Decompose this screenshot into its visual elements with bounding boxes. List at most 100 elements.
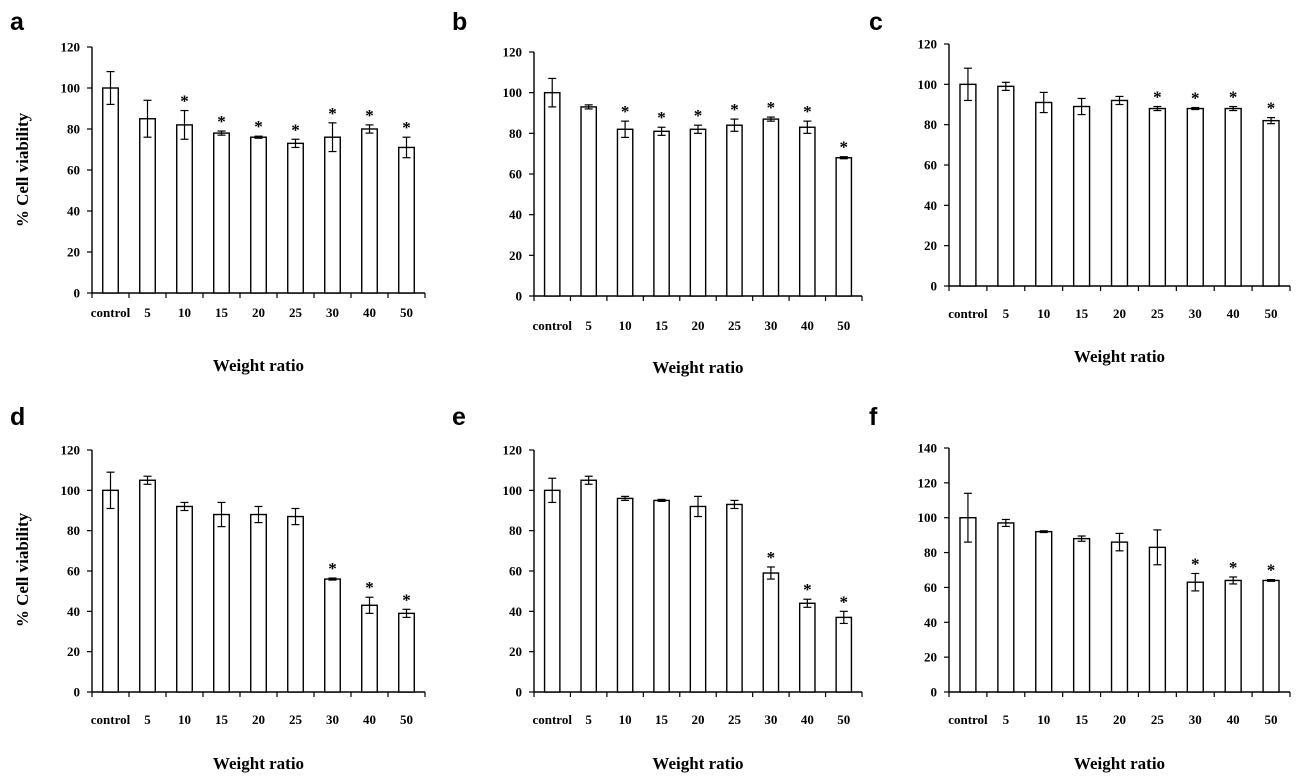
- significance-star: *: [365, 578, 374, 597]
- bar: [103, 490, 119, 692]
- x-category-label: 40: [363, 712, 376, 727]
- significance-star: *: [1267, 99, 1276, 118]
- x-category-label: control: [91, 712, 131, 727]
- y-tick-label: 80: [924, 117, 937, 132]
- y-tick-label: 0: [516, 289, 523, 304]
- y-tick-label: 60: [509, 564, 522, 579]
- bar: [1112, 100, 1128, 286]
- bar: [1225, 109, 1241, 286]
- bar: [140, 119, 156, 293]
- bar: [763, 573, 778, 692]
- x-category-label: 50: [837, 318, 850, 333]
- y-axis-title: % Cell viability: [13, 112, 32, 227]
- x-category-label: 40: [1227, 712, 1240, 727]
- bar: [1149, 547, 1165, 692]
- significance-star: *: [1229, 88, 1238, 107]
- panel-letter: b: [452, 8, 467, 36]
- x-category-label: 10: [178, 712, 191, 727]
- x-category-label: 10: [1037, 306, 1050, 321]
- x-category-label: 50: [400, 305, 413, 320]
- y-tick-label: 100: [503, 85, 523, 100]
- bar: [545, 490, 560, 692]
- x-category-label: 5: [1003, 712, 1010, 727]
- x-category-label: control: [91, 305, 131, 320]
- y-tick-label: 0: [74, 685, 81, 700]
- bar: [1112, 542, 1128, 692]
- y-tick-label: 40: [67, 204, 80, 219]
- x-category-label: control: [948, 712, 988, 727]
- y-tick-label: 40: [924, 615, 937, 630]
- bar: [1263, 580, 1279, 692]
- y-tick-label: 100: [61, 483, 81, 498]
- bar: [325, 137, 341, 293]
- significance-star: *: [840, 138, 849, 157]
- bar: [251, 515, 267, 692]
- bar: [362, 129, 378, 293]
- x-category-label: control: [532, 712, 572, 727]
- significance-star: *: [365, 106, 374, 125]
- x-category-label: 15: [215, 712, 229, 727]
- bar: [960, 84, 976, 286]
- x-category-label: 10: [1037, 712, 1050, 727]
- x-category-label: 25: [1151, 306, 1165, 321]
- y-tick-label: 40: [509, 207, 522, 222]
- y-tick-label: 120: [503, 443, 523, 458]
- panel-d: d020406080100120control 5 10 15 20 25*30*40*5…: [10, 403, 425, 773]
- y-tick-label: 120: [918, 475, 938, 490]
- significance-star: *: [657, 108, 666, 127]
- x-category-label: 30: [764, 712, 777, 727]
- x-category-label: 20: [1113, 712, 1126, 727]
- y-axis-title: % Cell viability: [13, 512, 32, 627]
- x-category-label: 25: [728, 712, 742, 727]
- x-category-label: 20: [692, 712, 705, 727]
- x-axis-title: Weight ratio: [213, 356, 304, 375]
- panel-c: c020406080100120control 5 10 15 20*25*30*40*…: [869, 8, 1290, 366]
- bar: [727, 504, 742, 692]
- y-tick-label: 100: [918, 510, 938, 525]
- bar: [800, 127, 815, 296]
- significance-star: *: [328, 104, 337, 123]
- bar: [690, 506, 705, 692]
- x-category-label: 25: [1151, 712, 1165, 727]
- bar: [836, 158, 851, 296]
- bar: [251, 137, 267, 293]
- y-tick-label: 20: [67, 245, 80, 260]
- significance-star: *: [694, 106, 703, 125]
- x-category-label: 40: [363, 305, 376, 320]
- panel-letter: c: [869, 8, 883, 36]
- y-tick-label: 80: [67, 523, 80, 538]
- bar: [177, 125, 193, 293]
- bar: [325, 579, 341, 692]
- x-category-label: 30: [764, 318, 777, 333]
- significance-star: *: [1267, 561, 1276, 580]
- bar: [998, 523, 1014, 692]
- y-tick-label: 0: [516, 685, 523, 700]
- significance-star: *: [217, 112, 226, 131]
- y-tick-label: 120: [61, 443, 81, 458]
- bar: [1036, 532, 1052, 692]
- y-tick-label: 60: [67, 163, 80, 178]
- x-category-label: 10: [619, 318, 632, 333]
- x-category-label: 50: [400, 712, 413, 727]
- significance-star: *: [180, 92, 189, 111]
- x-category-label: 25: [728, 318, 742, 333]
- bar: [399, 147, 415, 293]
- significance-star: *: [767, 98, 776, 117]
- x-category-label: 15: [655, 318, 669, 333]
- y-tick-label: 40: [509, 604, 522, 619]
- x-category-label: 40: [1227, 306, 1240, 321]
- y-tick-label: 100: [503, 483, 523, 498]
- panel-letter: d: [10, 403, 25, 431]
- x-axis-title: Weight ratio: [213, 754, 304, 773]
- y-tick-label: 20: [67, 644, 80, 659]
- x-category-label: 15: [655, 712, 669, 727]
- significance-star: *: [767, 548, 776, 567]
- x-category-label: 50: [837, 712, 850, 727]
- panel-b: b020406080100120control 5*10*15*20*25*30*…: [452, 8, 862, 377]
- x-category-label: 25: [289, 305, 303, 320]
- bar: [1187, 582, 1203, 692]
- x-category-label: 30: [1189, 712, 1202, 727]
- panel-e: e020406080100120control 5 10 15 20 25*30*40*5…: [452, 403, 862, 773]
- x-category-label: 15: [1075, 712, 1089, 727]
